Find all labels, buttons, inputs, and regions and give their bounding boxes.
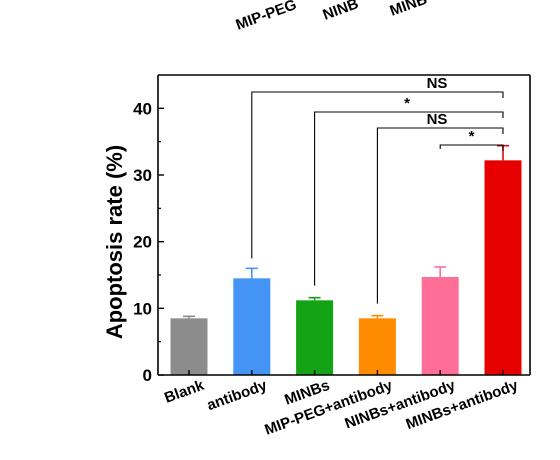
y-axis-label: Apoptosis rate (%) — [102, 145, 127, 339]
bar — [358, 318, 396, 375]
significance-label: * — [469, 128, 475, 145]
top-fragment-label: NINB — [321, 0, 361, 24]
bar — [170, 318, 208, 375]
bar — [421, 277, 459, 375]
significance-bracket — [439, 144, 504, 151]
top-fragment-label: MIP-PEG — [234, 0, 299, 34]
significance-label: NS — [427, 75, 448, 92]
top-fragment-label: MINB — [388, 0, 430, 20]
x-tick-label: Blank — [162, 377, 207, 407]
bars-layer — [170, 144, 522, 375]
y-tick-label: 40 — [133, 99, 152, 118]
bar — [233, 278, 271, 375]
significance-bracket — [251, 91, 504, 259]
significance-bracket — [376, 127, 504, 304]
y-tick-label: 10 — [133, 299, 152, 318]
y-tick-label: 20 — [133, 233, 152, 252]
significance-label: * — [404, 95, 410, 112]
x-tick-label: antibody — [205, 377, 270, 415]
cropped-top-labels: MIP-PEG NINB MINB — [234, 0, 430, 34]
bar — [296, 300, 334, 375]
y-tick-label: 0 — [143, 366, 152, 385]
significance-label: NS — [427, 111, 448, 128]
y-tick-label: 30 — [133, 166, 152, 185]
bar — [484, 160, 522, 375]
significance-brackets: NS * NS * — [251, 75, 504, 304]
significance-bracket — [314, 111, 504, 286]
